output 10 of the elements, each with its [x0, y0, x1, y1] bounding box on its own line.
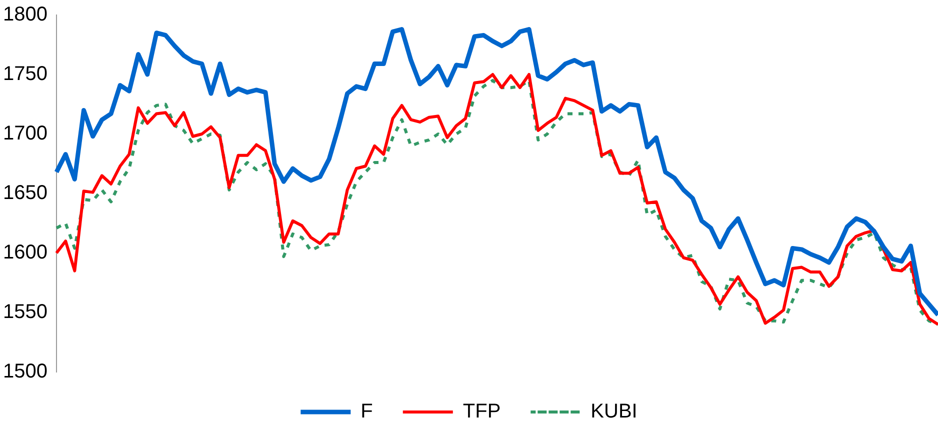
y-tick-label: 1600	[2, 242, 48, 264]
y-tick-label: 1700	[2, 122, 48, 145]
legend-label: F	[360, 400, 373, 423]
y-tick-label: 1650	[2, 182, 48, 204]
legend-label: TFP	[462, 400, 501, 423]
legend-label: KUBI	[590, 400, 638, 423]
y-tick-label: 1750	[2, 63, 48, 86]
y-tick-label: 1500	[2, 360, 48, 383]
y-tick-label: 1800	[2, 4, 48, 26]
y-tick-label: 1550	[2, 301, 48, 324]
